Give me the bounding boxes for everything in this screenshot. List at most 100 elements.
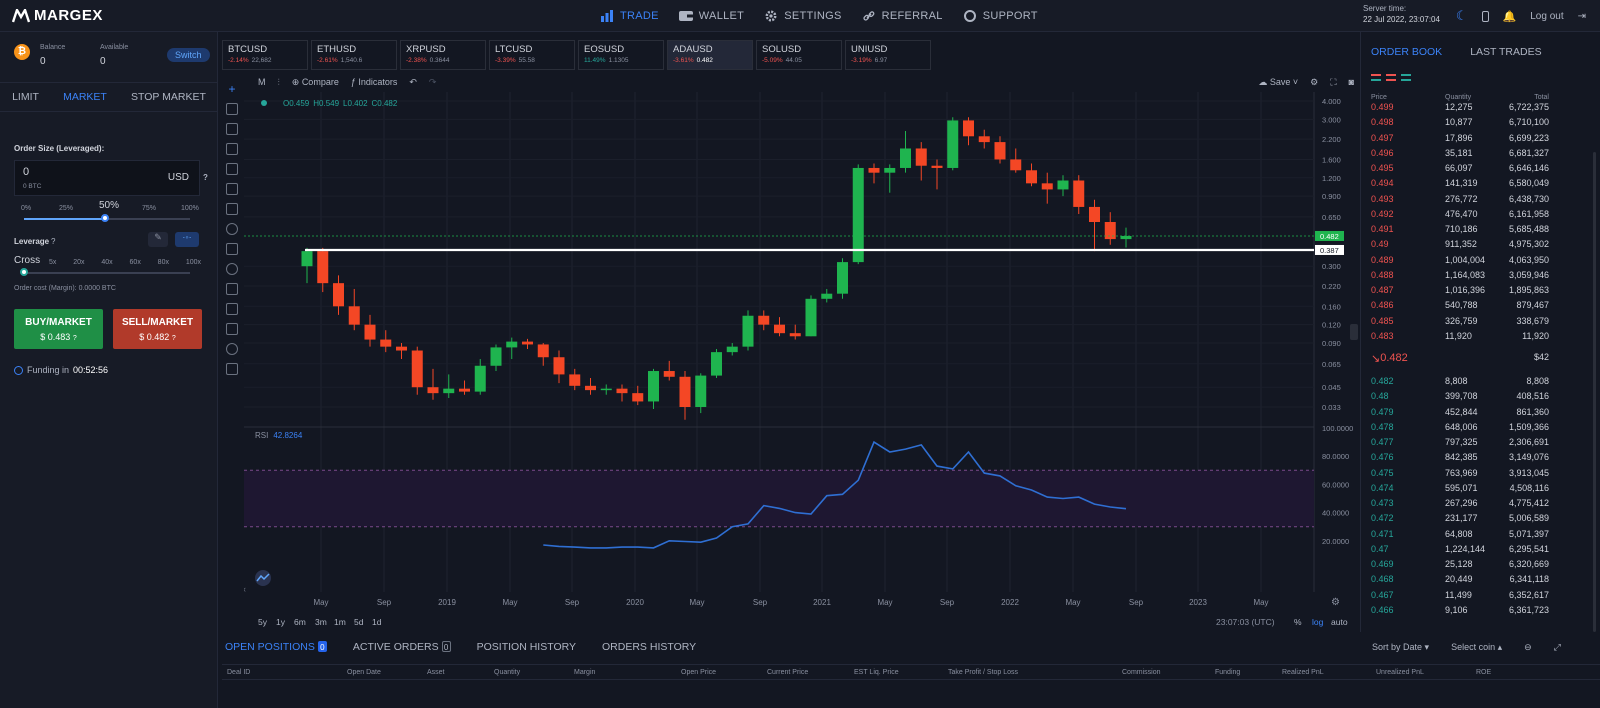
expand-icon[interactable]: ⤢ (1553, 642, 1561, 652)
order-book-row[interactable]: 0.499 12,275 6,722,375 (1361, 102, 1549, 117)
ticker-ethusd[interactable]: ETHUSD -2.61% 1,540.6 (311, 40, 397, 70)
book-view-asks-icon[interactable] (1386, 74, 1396, 81)
tab-active-orders[interactable]: ACTIVE ORDERS 0 (353, 641, 451, 653)
order-book-row[interactable]: 0.469 25,128 6,320,669 (1361, 559, 1549, 574)
nav-support[interactable]: SUPPORT (963, 10, 1038, 22)
order-size-input[interactable]: 0 0 BTC USD (14, 160, 200, 196)
ticker-xrpusd[interactable]: XRPUSD -2.38% 0.3644 (400, 40, 486, 70)
collapse-icon[interactable]: ⊖ (1524, 642, 1532, 652)
order-book-row[interactable]: 0.483 11,920 11,920 (1361, 331, 1549, 346)
compare-button[interactable]: ⊕ Compare (291, 76, 339, 87)
lev-80x[interactable]: 80x (157, 259, 169, 266)
tab-position-history[interactable]: POSITION HISTORY (477, 641, 576, 653)
order-size-slider-handle[interactable] (101, 214, 109, 222)
camera-icon[interactable]: ◙ (1348, 77, 1354, 87)
tab-open-positions[interactable]: OPEN POSITIONS 0 (225, 641, 327, 653)
order-book-row[interactable]: 0.485 326,759 338,679 (1361, 316, 1549, 331)
order-book-row[interactable]: 0.466 9,106 6,361,723 (1361, 605, 1549, 620)
ticker-eosusd[interactable]: EOSUSD 11.49% 1.1305 (578, 40, 664, 70)
nav-wallet[interactable]: WALLET (678, 10, 744, 22)
order-book-row[interactable]: 0.471 64,808 5,071,397 (1361, 529, 1549, 544)
order-book-row[interactable]: 0.48 399,708 408,516 (1361, 391, 1549, 406)
price-chart[interactable]: May Sep 2019 May Sep 2020 May Sep 2021 May Sep 2022… (244, 92, 1358, 632)
scale-option-log[interactable]: log (1312, 617, 1324, 627)
scale-option-percent[interactable]: % (1294, 617, 1302, 627)
leverage-slider-handle[interactable] (20, 268, 28, 276)
order-book-row[interactable]: 0.474 595,071 4,508,116 (1361, 483, 1549, 498)
size-tick-75[interactable]: 75% (142, 205, 157, 212)
book-view-bids-icon[interactable] (1401, 74, 1411, 81)
order-book-row[interactable]: 0.468 20,449 6,341,118 (1361, 574, 1549, 589)
order-book-row[interactable]: 0.496 35,181 6,681,327 (1361, 148, 1549, 163)
fib-icon[interactable] (226, 123, 238, 135)
time-range-5y[interactable]: 5y (258, 617, 268, 627)
crosshair-icon[interactable]: + (228, 82, 236, 96)
size-tick-0[interactable]: 0% (21, 205, 32, 212)
lev-20x[interactable]: 20x (73, 259, 85, 266)
ticker-adausd[interactable]: ADAUSD -3.61% 0.482 (667, 40, 753, 70)
order-book-row[interactable]: 0.495 66,097 6,646,146 (1361, 163, 1549, 178)
tab-market[interactable]: MARKET (63, 91, 107, 103)
order-book-row[interactable]: 0.473 267,296 4,775,412 (1361, 498, 1549, 513)
phone-icon[interactable] (1481, 10, 1489, 22)
time-range-6m[interactable]: 6m (294, 617, 306, 627)
order-book-row[interactable]: 0.477 797,325 2,306,691 (1361, 437, 1549, 452)
redo-icon[interactable]: ↷ (428, 76, 437, 87)
order-book-row[interactable]: 0.497 17,896 6,699,223 (1361, 133, 1549, 148)
pencil-icon[interactable]: ✎ (148, 232, 168, 247)
time-range-3m[interactable]: 3m (315, 617, 327, 627)
logout-icon[interactable]: ⇥ (1577, 10, 1586, 22)
select-coin-dropdown[interactable]: Select coin ▴ (1451, 642, 1503, 652)
sell-market-button[interactable]: SELL/MARKET $ 0.482 ? (113, 309, 202, 349)
ruler-icon[interactable] (226, 243, 238, 255)
trash-icon[interactable] (226, 363, 238, 375)
tab-orders-history[interactable]: ORDERS HISTORY (602, 641, 696, 653)
tab-last-trades[interactable]: LAST TRADES (1470, 46, 1542, 58)
time-range-1d[interactable]: 1d (372, 617, 382, 627)
undo-icon[interactable]: ↶ (409, 76, 417, 87)
order-book-row[interactable]: 0.489 1,004,004 4,063,950 (1361, 255, 1549, 270)
lock-icon[interactable] (226, 323, 238, 335)
text-tool-icon[interactable] (226, 163, 238, 175)
chart-settings-icon[interactable]: ⚙ (1310, 76, 1319, 87)
book-view-both-icon[interactable] (1371, 74, 1381, 81)
pattern-icon[interactable] (226, 183, 238, 195)
order-book-row[interactable]: 0.482 8,808 8,808 (1361, 376, 1549, 391)
ticker-uniusd[interactable]: UNIUSD -3.19% 6.97 (845, 40, 931, 70)
logout-link[interactable]: Log out (1530, 10, 1564, 22)
margex-logo[interactable]: MARGEX (12, 7, 103, 24)
order-book-row[interactable]: 0.498 10,877 6,710,100 (1361, 117, 1549, 132)
lev-40x[interactable]: 40x (101, 259, 113, 266)
time-range-1m[interactable]: 1m (334, 617, 346, 627)
interval-button[interactable]: M (258, 77, 266, 87)
order-book-row[interactable]: 0.479 452,844 861,360 (1361, 407, 1549, 422)
ticker-solusd[interactable]: SOLUSD -5.09% 44.05 (756, 40, 842, 70)
order-book-row[interactable]: 0.467 11,499 6,352,617 (1361, 590, 1549, 605)
order-book-row[interactable]: 0.488 1,164,083 3,059,946 (1361, 270, 1549, 285)
magnet-icon[interactable] (226, 283, 238, 295)
order-book-row[interactable]: 0.494 141,319 6,580,049 (1361, 178, 1549, 193)
save-button[interactable]: ☁ Save ˅ (1258, 76, 1299, 87)
order-book-row[interactable]: 0.49 911,352 4,975,302 (1361, 239, 1549, 254)
tab-stop-market[interactable]: STOP MARKET (131, 91, 206, 103)
pencil-lock-icon[interactable] (226, 303, 238, 315)
scale-option-auto[interactable]: auto (1331, 617, 1348, 627)
candle-type-icon[interactable]: ⫶ (277, 76, 280, 87)
trend-line-icon[interactable] (226, 103, 238, 115)
scroll-left-icon[interactable]: ‹ (244, 584, 246, 594)
ticker-ltcusd[interactable]: LTCUSD -3.39% 55.58 (489, 40, 575, 70)
order-book-row[interactable]: 0.472 231,177 5,006,589 (1361, 513, 1549, 528)
indicators-button[interactable]: ƒ Indicators (350, 77, 398, 87)
order-book-row[interactable]: 0.493 276,772 6,438,730 (1361, 194, 1549, 209)
buy-market-button[interactable]: BUY/MARKET $ 0.483 ? (14, 309, 103, 349)
order-book-row[interactable]: 0.491 710,186 5,685,488 (1361, 224, 1549, 239)
prediction-icon[interactable] (226, 203, 238, 215)
time-range-5d[interactable]: 5d (354, 617, 364, 627)
order-book-scrollbar[interactable] (1593, 152, 1596, 632)
order-book-row[interactable]: 0.478 648,006 1,509,366 (1361, 422, 1549, 437)
leverage-slider[interactable] (24, 272, 190, 274)
lev-100x[interactable]: 100x (185, 259, 201, 266)
zoom-in-icon[interactable] (226, 263, 238, 275)
bell-icon[interactable]: 🔔 (1502, 10, 1517, 23)
time-range-1y[interactable]: 1y (276, 617, 286, 627)
